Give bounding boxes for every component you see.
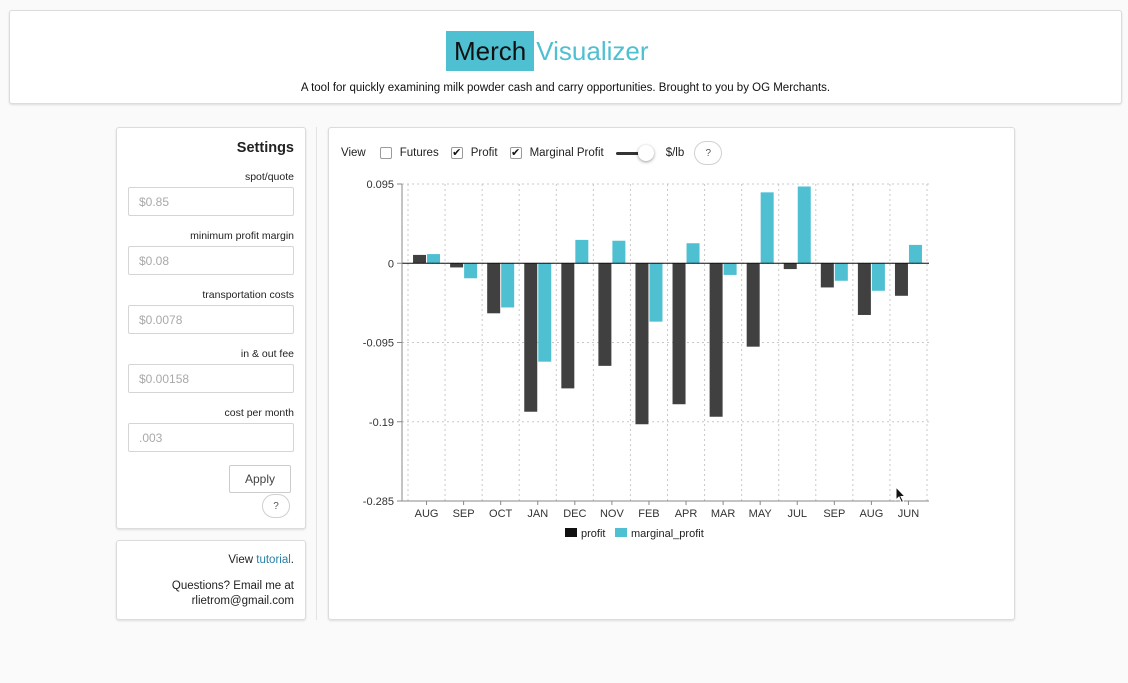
mouse-cursor-icon <box>895 486 907 504</box>
tagline: A tool for quickly examining milk powder… <box>300 82 831 94</box>
profit-bar <box>783 263 797 270</box>
transportation-costs-label: transportation costs <box>202 289 294 301</box>
y-tick-label: 0.095 <box>366 179 394 191</box>
y-tick-label: 0 <box>388 258 394 270</box>
x-tick-label: DEC <box>563 508 586 520</box>
marginal-profit-bar <box>871 263 885 291</box>
x-tick-label: AUG <box>415 508 439 520</box>
cost-per-month-label: cost per month <box>224 407 294 419</box>
marginal-profit-bar <box>686 243 700 264</box>
marginal-profit-bar <box>723 263 737 275</box>
y-tick-label: -0.095 <box>363 338 394 350</box>
settings-title: Settings <box>236 140 294 156</box>
apply-button[interactable]: Apply <box>229 465 291 493</box>
tutorial-link[interactable]: tutorial <box>256 554 291 566</box>
questions-text: Questions? Email me at <box>171 580 294 592</box>
logo-merch: Merch <box>446 31 535 71</box>
column-divider <box>316 127 317 620</box>
marginal-profit-bar <box>538 263 552 362</box>
profit-bar <box>598 263 612 366</box>
settings-panel: Settings spot/quote minimum profit margi… <box>116 127 306 529</box>
profit-bar <box>857 263 871 315</box>
app-logo: Merch Visualizer <box>446 31 649 71</box>
slider-track <box>615 152 646 155</box>
profit-bar <box>820 263 834 288</box>
min-profit-margin-label: minimum profit margin <box>190 230 294 242</box>
slider-knob[interactable] <box>637 145 654 161</box>
view-prefix: View <box>228 554 257 566</box>
marginal-profit-bar <box>649 263 663 322</box>
marginal-profit-bar <box>427 254 441 264</box>
view-label: View <box>341 147 366 159</box>
info-panel: View tutorial. Questions? Email me at rl… <box>116 540 306 620</box>
marginal-profit-bar <box>575 239 589 264</box>
x-tick-label: JUN <box>898 508 919 520</box>
profit-bar <box>450 263 464 268</box>
contact-email: rlietrom@gmail.com <box>191 595 294 607</box>
in-out-fee-label: in & out fee <box>240 348 294 360</box>
legend-label: profit <box>581 528 605 540</box>
logo-visualizer: Visualizer <box>536 35 649 66</box>
legend-label: marginal_profit <box>631 528 704 540</box>
marginal-profit-bar <box>760 192 774 264</box>
profit-bar <box>672 263 686 405</box>
y-tick-label: -0.19 <box>369 417 394 429</box>
profit-bar <box>894 263 908 296</box>
chart-panel: View Futures ✔ Profit ✔ Marginal Profit … <box>328 127 1015 620</box>
transportation-costs-input[interactable] <box>128 305 294 334</box>
x-tick-label: SEP <box>823 508 845 520</box>
profit-bar <box>709 263 723 417</box>
help-icon: ? <box>273 500 279 512</box>
view-toolbar: View Futures ✔ Profit ✔ Marginal Profit … <box>341 141 723 165</box>
spot-quote-label: spot/quote <box>244 171 294 183</box>
marginal-profit-label: Marginal Profit <box>529 147 604 159</box>
chart-help-button[interactable]: ? <box>694 141 723 165</box>
spot-quote-input[interactable] <box>128 187 294 216</box>
profit-label: Profit <box>470 147 498 159</box>
unit-label: $/lb <box>665 147 685 159</box>
y-tick-label: -0.285 <box>363 496 394 508</box>
profit-bar <box>413 254 427 264</box>
x-tick-label: SEP <box>453 508 475 520</box>
legend-swatch <box>615 528 627 537</box>
x-tick-label: MAY <box>749 508 773 520</box>
view-tutorial-line: View tutorial. <box>228 554 294 566</box>
profit-bar <box>746 263 760 347</box>
marginal-profit-checkbox[interactable]: ✔ <box>509 147 522 159</box>
view-suffix: . <box>290 554 294 566</box>
marginal-profit-bar <box>797 186 811 264</box>
x-tick-label: MAR <box>711 508 736 520</box>
profit-bar <box>524 263 538 412</box>
x-tick-label: AUG <box>859 508 883 520</box>
marginal-profit-bar <box>464 263 478 279</box>
futures-label: Futures <box>399 147 439 159</box>
marginal-profit-bar <box>834 263 848 281</box>
help-icon: ? <box>705 147 712 159</box>
x-tick-label: FEB <box>638 508 659 520</box>
settings-help-button[interactable]: ? <box>262 494 290 518</box>
marginal-profit-bar <box>612 240 626 264</box>
profit-checkbox[interactable]: ✔ <box>450 147 463 159</box>
x-tick-label: APR <box>675 508 698 520</box>
cost-per-month-input[interactable] <box>128 423 294 452</box>
futures-checkbox[interactable] <box>379 147 392 159</box>
header: Merch Visualizer A tool for quickly exam… <box>9 10 1122 104</box>
profit-bar <box>635 263 649 425</box>
marginal-profit-bar <box>908 244 922 264</box>
x-tick-label: NOV <box>600 508 625 520</box>
min-profit-margin-input[interactable] <box>128 246 294 275</box>
profit-bar <box>561 263 575 389</box>
profit-bar-chart: 0.095 0 -0.095 -0.19 -0.285 AUG SEP OCT JAN DEC NO… <box>363 179 929 540</box>
x-tick-label: JAN <box>527 508 548 520</box>
in-out-fee-input[interactable] <box>128 364 294 393</box>
profit-bar <box>487 263 501 314</box>
x-tick-label: OCT <box>489 508 513 520</box>
unit-toggle-slider[interactable] <box>615 145 656 161</box>
x-tick-label: JUL <box>787 508 807 520</box>
marginal-profit-bar <box>501 263 515 308</box>
legend-swatch <box>565 528 577 537</box>
